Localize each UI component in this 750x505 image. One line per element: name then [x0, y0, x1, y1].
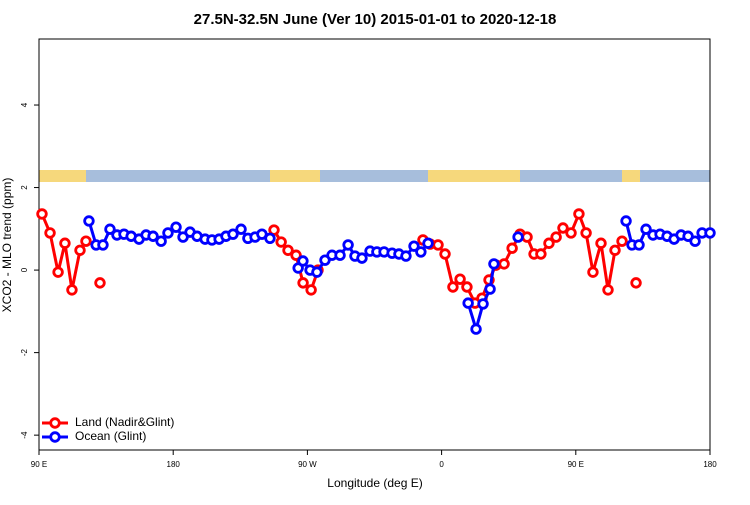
data-point [609, 244, 621, 256]
legend-marker [49, 431, 61, 443]
data-point [704, 227, 716, 239]
data-point [104, 223, 116, 235]
land-strip [39, 170, 86, 182]
data-point [602, 284, 614, 296]
data-point [36, 208, 48, 220]
data-point [640, 223, 652, 235]
data-point [83, 215, 95, 227]
data-point [334, 249, 346, 261]
chart-title: 27.5N-32.5N June (Ver 10) 2015-01-01 to … [194, 11, 557, 28]
data-point [550, 231, 562, 243]
data-point [275, 236, 287, 248]
data-point [432, 239, 444, 251]
data-point [235, 223, 247, 235]
data-point [477, 298, 489, 310]
y-axis-label: XCO2 - MLO trend (ppm) [0, 178, 14, 313]
data-point [630, 277, 642, 289]
data-point [488, 258, 500, 270]
data-point [52, 266, 64, 278]
data-point [447, 281, 459, 293]
ocean-strip [39, 170, 710, 182]
data-point [462, 297, 474, 309]
data-point [512, 231, 524, 243]
y-tick-label: 4 [20, 102, 29, 107]
legend-label: Land (Nadir&Glint) [75, 415, 174, 429]
data-point [439, 248, 451, 260]
x-tick-label: 180 [703, 460, 717, 469]
data-point [147, 230, 159, 242]
data-point [311, 266, 323, 278]
data-point [565, 227, 577, 239]
y-tick-label: -2 [20, 349, 29, 357]
data-point [97, 239, 109, 251]
data-point [66, 284, 78, 296]
data-point [297, 277, 309, 289]
data-point [155, 235, 167, 247]
plot-frame [38, 38, 711, 451]
data-point [689, 235, 701, 247]
data-point [521, 231, 533, 243]
data-point [59, 237, 71, 249]
data-point [400, 250, 412, 262]
data-point [415, 246, 427, 258]
data-point [290, 249, 302, 261]
land-strip [428, 170, 520, 182]
data-point [356, 252, 368, 264]
x-tick-label: 90 W [298, 460, 317, 469]
data-point [227, 228, 239, 240]
data-point [535, 248, 547, 260]
data-point [454, 273, 466, 285]
data-point [297, 255, 309, 267]
data-point [616, 235, 628, 247]
legend-label: Ocean (Glint) [75, 429, 146, 443]
data-point [44, 227, 56, 239]
data-point [282, 244, 294, 256]
data-point [305, 284, 317, 296]
data-point [80, 235, 92, 247]
y-tick-label: 0 [20, 267, 29, 272]
data-point [633, 239, 645, 251]
data-point [461, 281, 473, 293]
data-point [422, 237, 434, 249]
data-point [264, 232, 276, 245]
y-tick-label: 2 [20, 185, 29, 190]
land-ocean-strip [39, 170, 710, 182]
data-point [573, 208, 585, 220]
data-point [408, 240, 420, 252]
data-point [506, 242, 518, 254]
x-tick-label: 0 [439, 460, 444, 469]
y-tick-label: -4 [20, 431, 29, 439]
land-strip [622, 170, 640, 182]
legend-marker [49, 417, 61, 429]
data-point [587, 266, 599, 278]
data-point [498, 258, 510, 270]
x-axis-label: Longitude (deg E) [327, 476, 422, 490]
x-tick-label: 180 [167, 460, 181, 469]
data-point [557, 222, 569, 234]
data-point [580, 227, 592, 239]
data-point [620, 215, 632, 227]
data-point [170, 221, 182, 233]
data-point [484, 283, 496, 295]
data-point [342, 239, 354, 251]
data-point [74, 244, 86, 256]
data-point [94, 277, 106, 289]
data-point [162, 227, 174, 239]
x-tick-label: 90 E [568, 460, 584, 469]
data-point [470, 323, 482, 335]
x-tick-label: 90 E [31, 460, 47, 469]
data-point [595, 237, 607, 249]
data-point [543, 237, 555, 249]
land-strip [270, 170, 320, 182]
